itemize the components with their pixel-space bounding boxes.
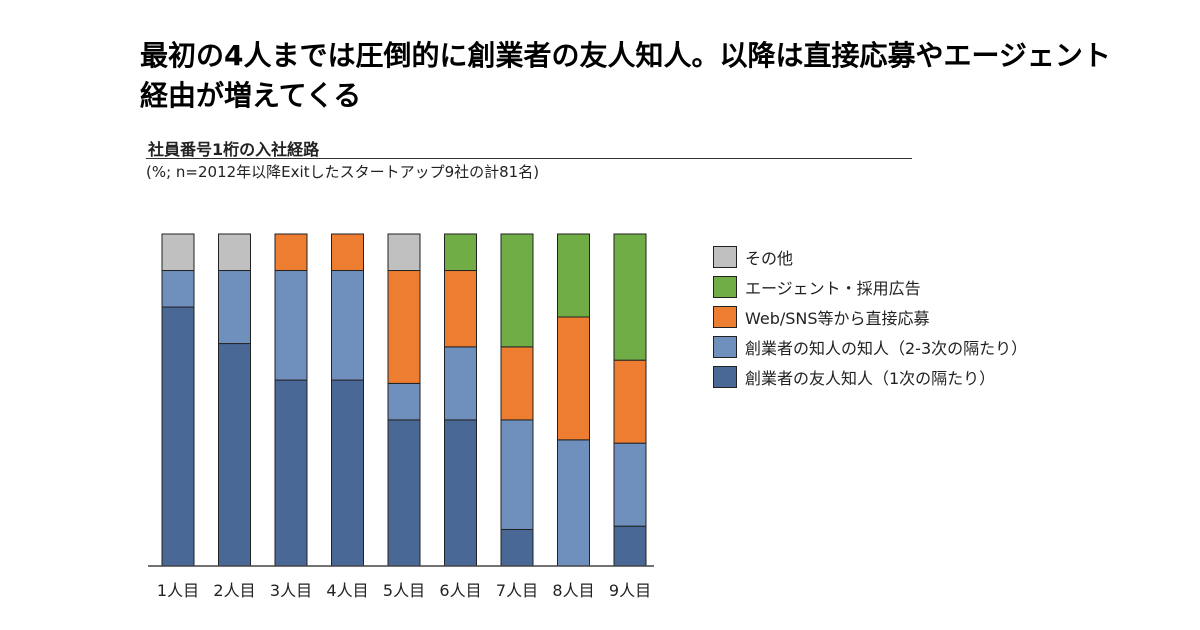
bar-segment-3-series-2 (274, 270, 308, 381)
x-tick-label: 4人目 (326, 581, 368, 600)
bar-segment-1-series-1 (161, 306, 195, 567)
x-tick-label: 9人目 (609, 581, 651, 600)
bar-segment-8-series-3 (557, 316, 590, 441)
bar-segment-7-series-2 (500, 419, 534, 530)
bar-segment-9-series-3 (613, 359, 647, 444)
bar-segment-8-series-4 (557, 233, 590, 318)
bar-segment-4-series-3 (331, 233, 364, 272)
bar-segment-6-series-2 (444, 346, 477, 421)
title-divider (146, 158, 912, 159)
x-tick-label: 8人目 (552, 581, 594, 600)
bar-segment-2-series-2 (218, 270, 251, 345)
bar-segment-1-series-5 (161, 233, 195, 272)
bar-segment-3-series-3 (274, 233, 308, 272)
x-tick-label: 2人目 (213, 581, 255, 600)
bar-segment-5-series-5 (387, 233, 421, 272)
legend-swatch (713, 246, 737, 268)
bar-segment-5-series-3 (387, 270, 421, 384)
legend-swatch (713, 276, 737, 298)
bar-segment-7-series-3 (500, 346, 534, 421)
legend-item: エージェント・採用広告 (713, 272, 1027, 302)
x-tick-label: 3人目 (270, 581, 312, 600)
chart-subtitle: (%; n=2012年以降Exitしたスタートアップ9社の計81名) (146, 163, 540, 181)
x-tick-label: 6人目 (439, 581, 481, 600)
legend-label: その他 (745, 249, 794, 268)
legend-item: その他 (713, 242, 1027, 272)
bar-segment-1-series-2 (161, 270, 195, 308)
bar-segment-6-series-1 (444, 419, 477, 567)
page-headline: 最初の4人までは圧倒的に創業者の友人知人。以降は直接応募やエージェント経由が増え… (140, 39, 1111, 112)
chart-title: 社員番号1桁の入社経路 (148, 140, 320, 159)
bar-segment-4-series-2 (331, 270, 364, 381)
legend-label: エージェント・採用広告 (745, 279, 921, 298)
legend-label: Web/SNS等から直接応募 (745, 309, 930, 328)
bar-segment-4-series-1 (331, 379, 364, 567)
legend-label: 創業者の知人の知人（2-3次の隔たり） (745, 339, 1028, 358)
bar-segment-9-series-4 (613, 233, 647, 361)
bar-segment-7-series-1 (500, 528, 534, 567)
chart-legend: その他エージェント・採用広告 Web/SNS等から直接応募創業者の知人の知人（2-… (713, 242, 1027, 392)
x-tick-label: 7人目 (496, 581, 538, 600)
bar-segment-9-series-2 (613, 442, 647, 527)
x-tick-label: 5人目 (383, 581, 425, 600)
bar-segment-5-series-2 (387, 382, 421, 421)
bar-segment-7-series-4 (500, 233, 534, 348)
bar-segment-6-series-3 (444, 270, 477, 348)
bar-segment-6-series-4 (444, 233, 477, 272)
bar-segment-5-series-1 (387, 419, 421, 567)
bar-segment-8-series-2 (557, 439, 590, 567)
legend-item: 創業者の友人知人（1次の隔たり） (713, 362, 1027, 392)
legend-label: 創業者の友人知人（1次の隔たり） (745, 369, 996, 388)
bar-segment-3-series-1 (274, 379, 308, 567)
legend-swatch (713, 336, 737, 358)
bar-segment-2-series-1 (218, 343, 251, 567)
bar-segment-2-series-5 (218, 233, 251, 272)
legend-swatch (713, 306, 737, 328)
bar-segment-9-series-1 (613, 525, 647, 567)
legend-item: Web/SNS等から直接応募 (713, 302, 1027, 332)
legend-swatch (713, 366, 737, 388)
x-tick-label: 1人目 (157, 581, 199, 600)
legend-item: 創業者の知人の知人（2-3次の隔たり） (713, 332, 1027, 362)
